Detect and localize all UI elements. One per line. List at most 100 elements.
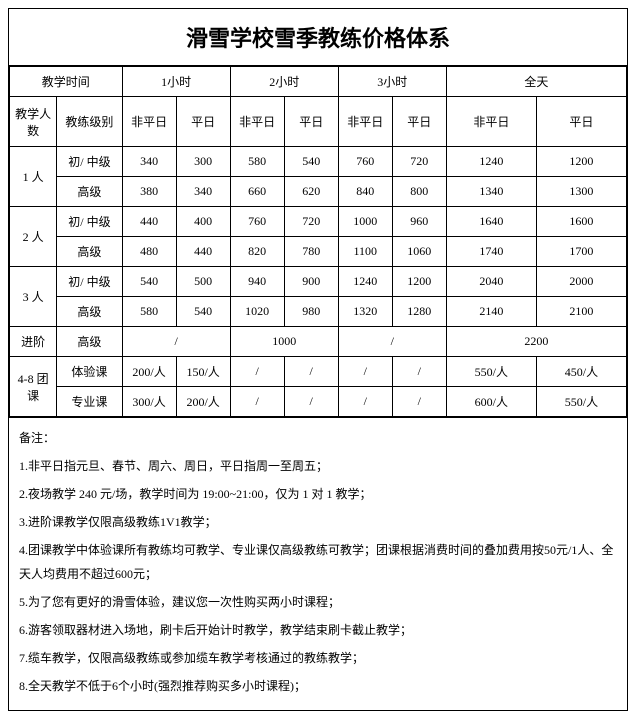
price-cell: 450/人 (536, 357, 626, 387)
header-daytype: 平日 (536, 97, 626, 147)
note-item: 1.非平日指元旦、春节、周六、周日，平日指周一至周五； (19, 454, 617, 478)
price-cell: / (230, 387, 284, 417)
header-daytype: 非平日 (230, 97, 284, 147)
header-duration-0: 1小时 (122, 67, 230, 97)
price-cell: 1240 (338, 267, 392, 297)
price-cell: / (392, 357, 446, 387)
level-cell: 初/ 中级 (57, 147, 122, 177)
note-item: 4.团课教学中体验课所有教练均可教学、专业课仅高级教练可教学；团课根据消费时间的… (19, 538, 617, 586)
price-cell: 440 (122, 207, 176, 237)
price-cell: 1240 (446, 147, 536, 177)
price-cell: / (338, 387, 392, 417)
people-cell: 3 人 (10, 267, 57, 327)
price-cell: 1640 (446, 207, 536, 237)
price-cell: / (284, 387, 338, 417)
table-row: 高级 580 540 1020 980 1320 1280 2140 2100 (10, 297, 627, 327)
level-cell: 初/ 中级 (57, 267, 122, 297)
header-duration-3: 全天 (446, 67, 626, 97)
header-daytype: 非平日 (446, 97, 536, 147)
price-cell: 800 (392, 177, 446, 207)
price-cell: 720 (284, 207, 338, 237)
price-cell: 940 (230, 267, 284, 297)
table-row: 1 人 初/ 中级 340 300 580 540 760 720 1240 1… (10, 147, 627, 177)
price-cell: 1200 (392, 267, 446, 297)
level-cell: 专业课 (57, 387, 122, 417)
header-teach-time: 教学时间 (10, 67, 123, 97)
header-daytype: 平日 (284, 97, 338, 147)
price-cell: 580 (230, 147, 284, 177)
note-item: 3.进阶课教学仅限高级教练1V1教学； (19, 510, 617, 534)
notes-section: 备注： 1.非平日指元旦、春节、周六、周日，平日指周一至周五； 2.夜场教学 2… (9, 417, 627, 710)
price-table: 教学时间 1小时 2小时 3小时 全天 教学人数 教练级别 非平日 平日 非平日… (9, 66, 627, 417)
group-row: 专业课 300/人 200/人 / / / / 600/人 550/人 (10, 387, 627, 417)
table-row: 高级 480 440 820 780 1100 1060 1740 1700 (10, 237, 627, 267)
level-cell: 初/ 中级 (57, 207, 122, 237)
price-cell: 2200 (446, 327, 626, 357)
people-cell: 进阶 (10, 327, 57, 357)
header-people: 教学人数 (10, 97, 57, 147)
price-cell: 540 (176, 297, 230, 327)
price-cell: 440 (176, 237, 230, 267)
price-cell: 600/人 (446, 387, 536, 417)
price-cell: 340 (176, 177, 230, 207)
price-cell: 2040 (446, 267, 536, 297)
price-cell: 1600 (536, 207, 626, 237)
note-item: 8.全天教学不低于6个小时(强烈推荐购买多小时课程)； (19, 674, 617, 698)
notes-title: 备注： (19, 426, 617, 450)
header-duration-1: 2小时 (230, 67, 338, 97)
level-cell: 高级 (57, 237, 122, 267)
price-cell: 820 (230, 237, 284, 267)
price-cell: 540 (284, 147, 338, 177)
price-cell: 550/人 (536, 387, 626, 417)
price-cell: 620 (284, 177, 338, 207)
level-cell: 高级 (57, 177, 122, 207)
price-cell: 1320 (338, 297, 392, 327)
price-cell: / (392, 387, 446, 417)
price-cell: 900 (284, 267, 338, 297)
price-cell: / (230, 357, 284, 387)
price-cell: / (338, 327, 446, 357)
note-item: 7.缆车教学，仅限高级教练或参加缆车教学考核通过的教练教学； (19, 646, 617, 670)
price-cell: / (284, 357, 338, 387)
price-cell: 1740 (446, 237, 536, 267)
price-cell: 1100 (338, 237, 392, 267)
price-cell: 480 (122, 237, 176, 267)
price-cell: 200/人 (122, 357, 176, 387)
price-cell: 720 (392, 147, 446, 177)
price-cell: 1200 (536, 147, 626, 177)
price-cell: 980 (284, 297, 338, 327)
price-cell: 760 (230, 207, 284, 237)
price-cell: 960 (392, 207, 446, 237)
note-item: 6.游客领取器材进入场地，刷卡后开始计时教学，教学结束刷卡截止教学； (19, 618, 617, 642)
price-cell: 540 (122, 267, 176, 297)
group-row: 4-8 团课 体验课 200/人 150/人 / / / / 550/人 450… (10, 357, 627, 387)
table-row: 2 人 初/ 中级 440 400 760 720 1000 960 1640 … (10, 207, 627, 237)
price-cell: 1060 (392, 237, 446, 267)
price-cell: 2100 (536, 297, 626, 327)
price-cell: 2000 (536, 267, 626, 297)
price-cell: 1020 (230, 297, 284, 327)
header-daytype: 非平日 (122, 97, 176, 147)
people-cell: 2 人 (10, 207, 57, 267)
advanced-row: 进阶 高级 / 1000 / 2200 (10, 327, 627, 357)
price-cell: 150/人 (176, 357, 230, 387)
price-cell: 200/人 (176, 387, 230, 417)
price-cell: 1000 (230, 327, 338, 357)
price-cell: 1280 (392, 297, 446, 327)
price-cell: 760 (338, 147, 392, 177)
level-cell: 高级 (57, 297, 122, 327)
level-cell: 高级 (57, 327, 122, 357)
price-cell: 1340 (446, 177, 536, 207)
price-cell: 340 (122, 147, 176, 177)
price-cell: 580 (122, 297, 176, 327)
price-cell: 1700 (536, 237, 626, 267)
price-table-container: 滑雪学校雪季教练价格体系 教学时间 1小时 2小时 3小时 全天 教学人数 教练… (8, 8, 628, 711)
header-row-2: 教学人数 教练级别 非平日 平日 非平日 平日 非平日 平日 非平日 平日 (10, 97, 627, 147)
table-title: 滑雪学校雪季教练价格体系 (9, 9, 627, 66)
header-daytype: 非平日 (338, 97, 392, 147)
price-cell: 380 (122, 177, 176, 207)
table-row: 高级 380 340 660 620 840 800 1340 1300 (10, 177, 627, 207)
price-cell: 780 (284, 237, 338, 267)
note-item: 5.为了您有更好的滑雪体验，建议您一次性购买两小时课程； (19, 590, 617, 614)
table-row: 3 人 初/ 中级 540 500 940 900 1240 1200 2040… (10, 267, 627, 297)
